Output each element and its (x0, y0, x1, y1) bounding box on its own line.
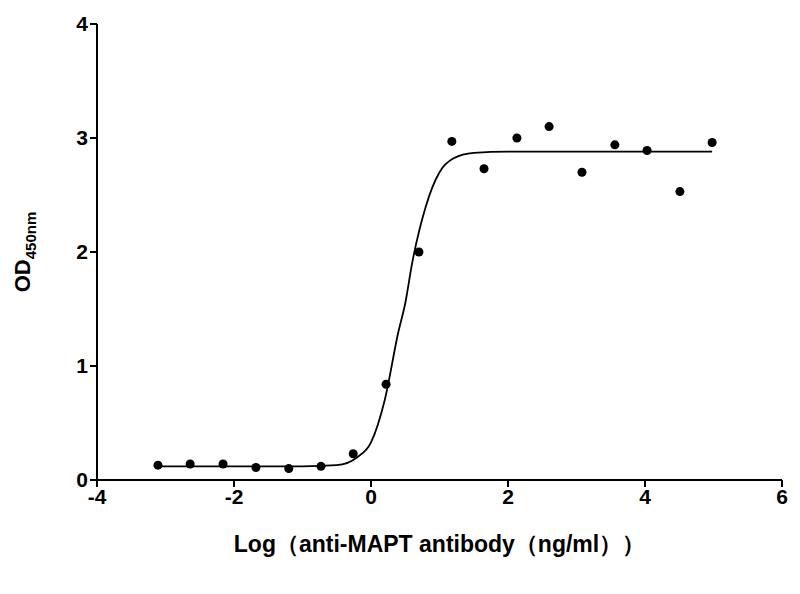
svg-text:0: 0 (76, 468, 88, 491)
svg-text:2: 2 (76, 240, 88, 263)
svg-text:OD450nm: OD450nm (10, 212, 39, 293)
svg-text:0: 0 (365, 485, 377, 508)
svg-text:3: 3 (76, 126, 88, 149)
svg-text:6: 6 (776, 485, 788, 508)
svg-text:Log（anti-MAPT antibody（ng/ml））: Log（anti-MAPT antibody（ng/ml）） (234, 531, 645, 557)
svg-text:-2: -2 (225, 485, 244, 508)
svg-text:4: 4 (639, 485, 651, 508)
svg-text:4: 4 (76, 12, 88, 35)
svg-text:2: 2 (502, 485, 514, 508)
svg-text:-4: -4 (88, 485, 107, 508)
svg-text:1: 1 (76, 354, 88, 377)
